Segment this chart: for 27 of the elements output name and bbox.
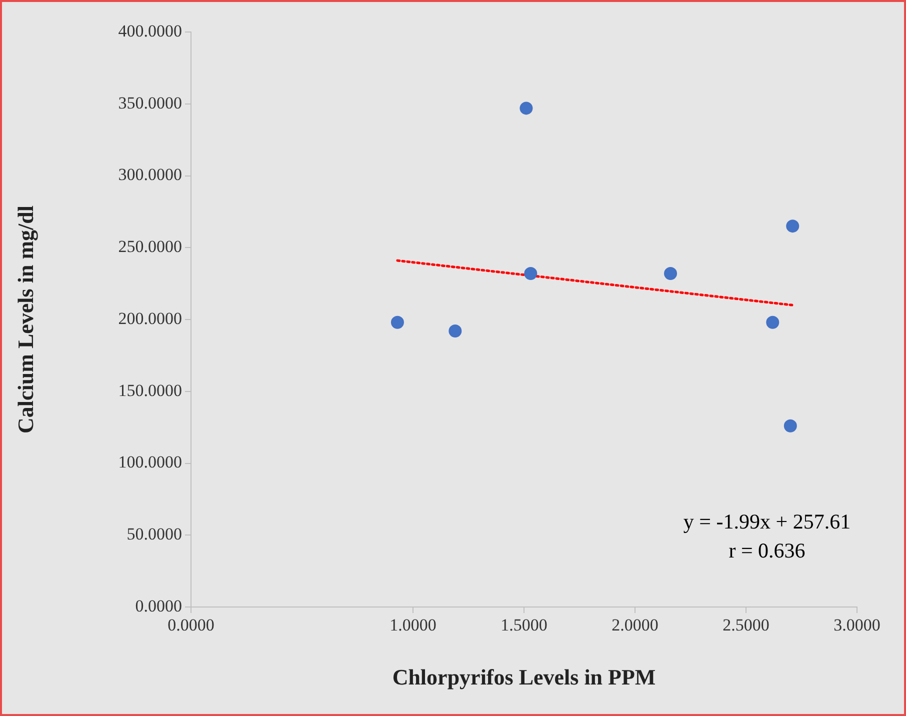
y-tick-label: 350.0000 [118, 93, 182, 112]
annotation: y = -1.99x + 257.61 [683, 510, 851, 534]
x-axis-title: Chlorpyrifos Levels in PPM [392, 664, 656, 690]
y-tick-label: 200.0000 [118, 308, 182, 328]
x-tick-label: 2.5000 [722, 616, 770, 635]
point [784, 419, 797, 432]
y-tick-label: 100.0000 [118, 452, 182, 472]
y-tick-label: 150.0000 [118, 380, 182, 400]
y-tick-label: 300.0000 [118, 165, 182, 184]
point [448, 324, 462, 338]
y-tick-label: 50.0000 [126, 524, 182, 544]
y-tick-label: 400.0000 [118, 21, 182, 40]
point [766, 316, 780, 329]
point [390, 316, 404, 329]
x-tick-label: 3.0000 [834, 616, 880, 635]
x-tick-label: 1.5000 [500, 616, 548, 635]
y-tick-label: 250.0000 [118, 237, 182, 256]
x-tick-label: 1.0000 [390, 616, 436, 635]
annotation: r = 0.636 [728, 538, 806, 563]
x-tick-label: 2.0000 [612, 616, 658, 635]
y-tick-label: 0.0000 [135, 596, 182, 616]
y-axis-title: Calcium Levels in mg/dl [12, 206, 38, 434]
point [664, 267, 678, 280]
point [786, 220, 800, 233]
point [524, 267, 538, 280]
x-tick-label: 0.0000 [168, 616, 214, 635]
point [520, 102, 533, 115]
